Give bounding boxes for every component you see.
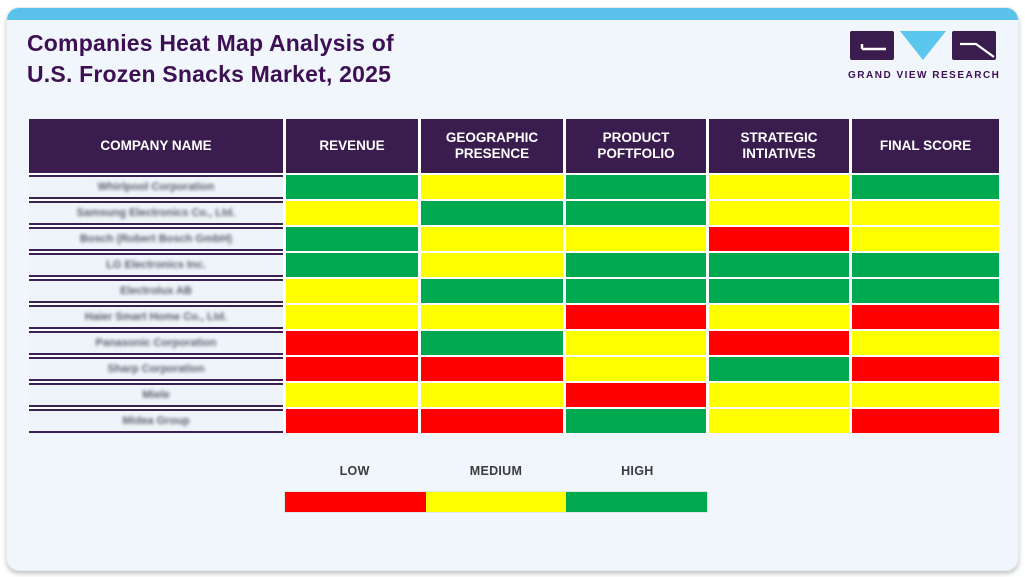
company-name-cell: Sharp Corporation bbox=[29, 357, 283, 381]
heat-cell-high bbox=[286, 253, 418, 277]
top-accent-bar bbox=[7, 8, 1018, 20]
heat-cell-high bbox=[286, 175, 418, 199]
heat-cell-low bbox=[709, 227, 849, 251]
company-name-label: Haier Smart Home Co., Ltd. bbox=[84, 311, 228, 323]
company-name-label: Bosch (Robert Bosch GmbH) bbox=[79, 233, 233, 245]
company-name-cell: Midea Group bbox=[29, 409, 283, 433]
heat-cell-medium bbox=[421, 227, 563, 251]
company-name-label: LG Electronics Inc. bbox=[106, 259, 206, 271]
heat-cell-medium bbox=[421, 253, 563, 277]
heat-cell-high bbox=[852, 253, 999, 277]
company-name-label: Samsung Electronics Co., Ltd. bbox=[76, 207, 236, 219]
gvr-logo-icon bbox=[850, 31, 996, 60]
heat-cell-high bbox=[709, 253, 849, 277]
legend-swatch-high bbox=[566, 492, 708, 512]
company-name-label: Sharp Corporation bbox=[107, 363, 205, 375]
legend-labels: LOW MEDIUM HIGH bbox=[284, 464, 708, 478]
heat-cell-low bbox=[566, 305, 706, 329]
heat-cell-medium bbox=[286, 201, 418, 225]
grand-view-research-logo: GRAND VIEW RESEARCH bbox=[848, 30, 1001, 81]
page-title-line1: Companies Heat Map Analysis of bbox=[27, 30, 394, 56]
heat-cell-medium bbox=[709, 201, 849, 225]
heat-cell-medium bbox=[566, 331, 706, 355]
company-name-cell: Samsung Electronics Co., Ltd. bbox=[29, 201, 283, 225]
heat-cell-high bbox=[566, 409, 706, 433]
heat-cell-medium bbox=[286, 383, 418, 407]
company-name-cell: Panasonic Corporation bbox=[29, 331, 283, 355]
column-header-geographic-presence: GEOGRAPHIC PRESENCE bbox=[421, 119, 563, 173]
column-header-product-poftfolio: PRODUCT POFTFOLIO bbox=[566, 119, 706, 173]
heat-cell-medium bbox=[566, 357, 706, 381]
heat-cell-medium bbox=[852, 383, 999, 407]
legend-swatch-low bbox=[285, 492, 426, 512]
logo-wordmark: GRAND VIEW RESEARCH bbox=[848, 70, 1001, 81]
heat-cell-high bbox=[566, 253, 706, 277]
heat-cell-medium bbox=[421, 175, 563, 199]
page-title-line2: U.S. Frozen Snacks Market, 2025 bbox=[27, 61, 392, 87]
heat-cell-low bbox=[421, 357, 563, 381]
company-name-label: Midea Group bbox=[122, 415, 190, 427]
heatmap-table: COMPANY NAME REVENUE GEOGRAPHIC PRESENCE PR… bbox=[29, 119, 999, 433]
legend-swatch-medium bbox=[425, 492, 567, 512]
heat-cell-medium bbox=[566, 227, 706, 251]
heat-cell-high bbox=[421, 201, 563, 225]
heat-cell-low bbox=[286, 331, 418, 355]
company-name-cell: Miele bbox=[29, 383, 283, 407]
heat-cell-low bbox=[852, 357, 999, 381]
heatmap-legend: LOW MEDIUM HIGH bbox=[284, 464, 708, 513]
heat-cell-high bbox=[709, 357, 849, 381]
company-name-cell: Bosch (Robert Bosch GmbH) bbox=[29, 227, 283, 251]
column-header-revenue: REVENUE bbox=[286, 119, 418, 173]
heat-cell-medium bbox=[852, 331, 999, 355]
heat-cell-medium bbox=[709, 175, 849, 199]
legend-color-bar bbox=[284, 491, 708, 513]
company-name-label: Electrolux AB bbox=[120, 285, 192, 297]
heat-cell-low bbox=[852, 305, 999, 329]
heat-cell-medium bbox=[421, 305, 563, 329]
heat-cell-high bbox=[852, 175, 999, 199]
heat-cell-high bbox=[286, 227, 418, 251]
company-name-label: Panasonic Corporation bbox=[95, 337, 217, 349]
column-header-final-score: FINAL SCORE bbox=[852, 119, 999, 173]
heat-cell-medium bbox=[286, 305, 418, 329]
page-title: Companies Heat Map Analysis of U.S. Froz… bbox=[27, 28, 394, 90]
heat-cell-high bbox=[421, 331, 563, 355]
heat-cell-low bbox=[421, 409, 563, 433]
heat-cell-medium bbox=[709, 409, 849, 433]
heat-cell-low bbox=[709, 331, 849, 355]
company-name-cell: Electrolux AB bbox=[29, 279, 283, 303]
heat-cell-medium bbox=[709, 383, 849, 407]
company-name-cell: Haier Smart Home Co., Ltd. bbox=[29, 305, 283, 329]
heat-cell-high bbox=[421, 279, 563, 303]
heat-cell-low bbox=[286, 409, 418, 433]
heat-cell-high bbox=[709, 279, 849, 303]
company-name-cell: LG Electronics Inc. bbox=[29, 253, 283, 277]
legend-label-low: LOW bbox=[339, 464, 370, 478]
heat-cell-medium bbox=[852, 227, 999, 251]
heat-cell-low bbox=[566, 383, 706, 407]
company-name-label: Whirlpool Corporation bbox=[97, 181, 215, 193]
heat-cell-high bbox=[566, 279, 706, 303]
heat-cell-medium bbox=[709, 305, 849, 329]
company-name-label: Miele bbox=[142, 389, 170, 401]
heat-cell-low bbox=[286, 357, 418, 381]
heat-cell-medium bbox=[852, 201, 999, 225]
heat-cell-medium bbox=[286, 279, 418, 303]
legend-label-high: HIGH bbox=[621, 464, 654, 478]
company-name-cell: Whirlpool Corporation bbox=[29, 175, 283, 199]
column-header-strategic-intiatives: STRATEGIC INTIATIVES bbox=[709, 119, 849, 173]
heat-cell-high bbox=[566, 175, 706, 199]
heat-cell-low bbox=[852, 409, 999, 433]
infographic-card: Companies Heat Map Analysis of U.S. Froz… bbox=[6, 7, 1019, 571]
heat-cell-high bbox=[852, 279, 999, 303]
legend-label-medium: MEDIUM bbox=[469, 464, 523, 478]
heat-cell-medium bbox=[421, 383, 563, 407]
heat-cell-high bbox=[566, 201, 706, 225]
column-header-company-name: COMPANY NAME bbox=[29, 119, 283, 173]
